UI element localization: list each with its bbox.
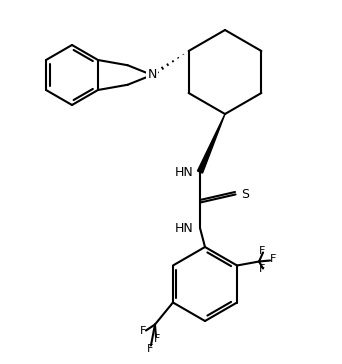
Text: HN: HN xyxy=(175,166,193,178)
Text: F: F xyxy=(259,245,265,256)
Text: HN: HN xyxy=(175,222,193,234)
Text: F: F xyxy=(259,265,265,274)
Text: N: N xyxy=(147,68,157,82)
Text: F: F xyxy=(270,254,276,265)
Text: F: F xyxy=(147,344,153,353)
Polygon shape xyxy=(197,114,225,173)
Text: S: S xyxy=(241,187,249,201)
Text: F: F xyxy=(154,333,160,344)
Text: F: F xyxy=(140,327,146,336)
